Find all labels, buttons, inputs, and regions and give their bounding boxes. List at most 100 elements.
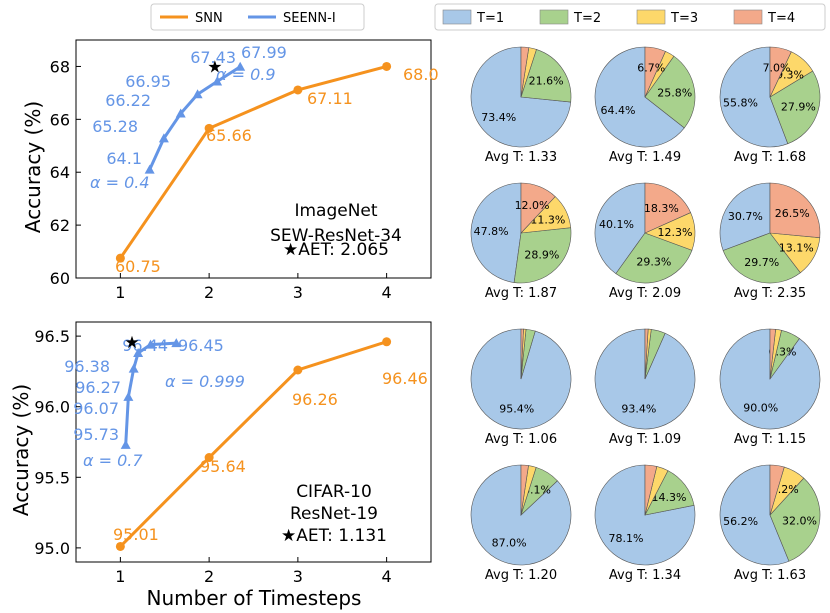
pie-legend-label-3: T=4 [767,11,795,26]
pie-avg-label: Avg T: 1.06 [485,432,557,447]
pie-avg-label: Avg T: 1.33 [485,150,557,165]
snn-value-label: 60.75 [115,257,161,276]
snn-value-label: 65.66 [206,126,252,145]
pie-percent-label: 21.6% [529,75,564,88]
pie-slice-t2 [615,232,693,284]
pie-slice-t2 [644,55,696,129]
seenn-value-label: 96.27 [75,378,121,397]
pie-slice-t1 [594,182,646,275]
snn-value-label: 95.64 [200,457,246,476]
y-tick-label: 95.0 [34,539,70,558]
x-tick-label: 1 [115,567,125,586]
pie-percent-label: 87.0% [492,537,527,550]
pie-percent-label: 14.3% [652,491,687,504]
pie-slice-t4 [520,464,529,516]
pie-slice-t4 [644,328,649,380]
pie-slice-t2 [769,477,821,562]
alpha-label: α = 0.999 [165,372,245,391]
pie-slice-t2 [513,227,572,284]
seenn-value-label: 67.99 [241,43,287,62]
pie-percent-label: 40.1% [599,218,634,231]
pie-percent-label: 56.2% [723,515,758,528]
snn-point [382,337,392,347]
pie-percent-label: 12.3% [658,226,693,239]
axes-frame [75,321,432,563]
y-tick-label: 96.5 [34,327,70,346]
y-tick-label: 64 [50,163,70,182]
pie-chart-8: 93.4% Avg T: 1.09 [594,328,696,447]
seenn-value-label: 67.43 [190,48,236,67]
seenn-value-label: 66.95 [125,72,171,91]
axes-frame [75,39,432,279]
line-chart-cifar10: 95.0 95.5 96.0 96.5 1 2 3 4 Accuracy (%) 95.01 95.… [9,321,432,586]
pie-avg-label: Avg T: 1.63 [734,568,806,583]
x-tick-label: 1 [115,283,125,302]
pie-percent-label: 55.8% [723,96,758,109]
x-tick-label: 3 [293,567,303,586]
x-tick-label: 2 [204,283,214,302]
seenn-series-line [148,65,241,171]
pie-percent-label: 9.3% [776,69,804,82]
snn-point [293,85,303,95]
pie-chart-7: 95.4% Avg T: 1.06 [470,328,572,447]
pie-slice-t1 [719,46,789,148]
pie-legend-label-1: T=2 [573,11,601,26]
pie-chart-1: 73.4% 21.6% Avg T: 1.33 [470,46,572,165]
pie-avg-label: Avg T: 2.35 [734,286,806,301]
x-tick-label: 4 [382,567,392,586]
snn-series-line [119,340,388,548]
snn-point [204,453,214,463]
pie-slice-t4 [769,46,792,98]
pie-chart-4: 47.8% 28.9% 11.3% 12.0% Avg T: 1.87 [470,182,572,301]
legend-label-1: SEENN-I [283,11,336,26]
alpha-label: α = 0.9 [216,65,276,84]
pie-slice-t4 [769,464,785,516]
dataset-annotation: CIFAR-10 [296,482,372,502]
y-tick-label: 66 [50,110,70,129]
snn-series-line [119,64,388,260]
pie-percent-label: 93.4% [621,402,656,415]
y-tick-label: 95.5 [34,468,70,487]
pie-avg-label: Avg T: 1.87 [485,286,557,301]
pie-avg-label: Avg T: 1.20 [485,568,557,583]
pie-percent-label: 25.8% [657,87,692,100]
aet-star-marker: ★ [124,333,139,353]
seenn-point [175,108,186,118]
x-tick-label: 4 [382,283,392,302]
pie-slice-t4 [520,46,530,98]
pie-slice-t4 [644,182,692,234]
seenn-point [144,164,155,174]
pie-legend-frame [434,3,826,31]
snn-value-label: 68.0 [403,65,439,84]
seenn-point [133,348,144,358]
pie-percent-label: 30.7% [728,210,763,223]
pie-slice-t4 [644,464,658,516]
pie-avg-label: Avg T: 1.09 [609,432,681,447]
seenn-value-label: 96.44 [122,336,168,355]
snn-value-label: 96.46 [382,369,428,388]
alpha-label: α = 0.7 [83,451,143,470]
snn-point [115,541,125,551]
x-tick-label: 3 [293,283,303,302]
seenn-value-label: 96.38 [64,357,110,376]
line-chart-imagenet: 60 62 64 66 68 1 2 3 4 Accuracy (%) 60.75 65.66 67.1… [21,39,439,302]
pie-percent-label: 73.4% [481,111,516,124]
pie-percent-label: 29.3% [636,256,671,269]
seenn-value-label: 96.45 [178,336,224,355]
pie-legend-label-0: T=1 [476,11,504,26]
snn-value-label: 67.11 [307,89,353,108]
pie-legend-swatch-2 [636,9,666,25]
pie-slice-t4 [644,46,666,98]
pie-legend-swatch-3 [733,9,763,25]
pie-percent-label: 12.0% [515,199,550,212]
y-axis-label: Accuracy (%) [9,384,33,516]
seenn-point [128,363,139,373]
seenn-point [120,439,131,449]
seenn-point [212,76,223,86]
dataset-annotation: ResNet-19 [290,504,378,524]
pie-slice-t4 [769,328,776,380]
seenn-value-label: 66.22 [105,91,151,110]
pie-avg-label: Avg T: 1.68 [734,150,806,165]
x-tick-label: 2 [204,567,214,586]
snn-point [115,253,125,263]
